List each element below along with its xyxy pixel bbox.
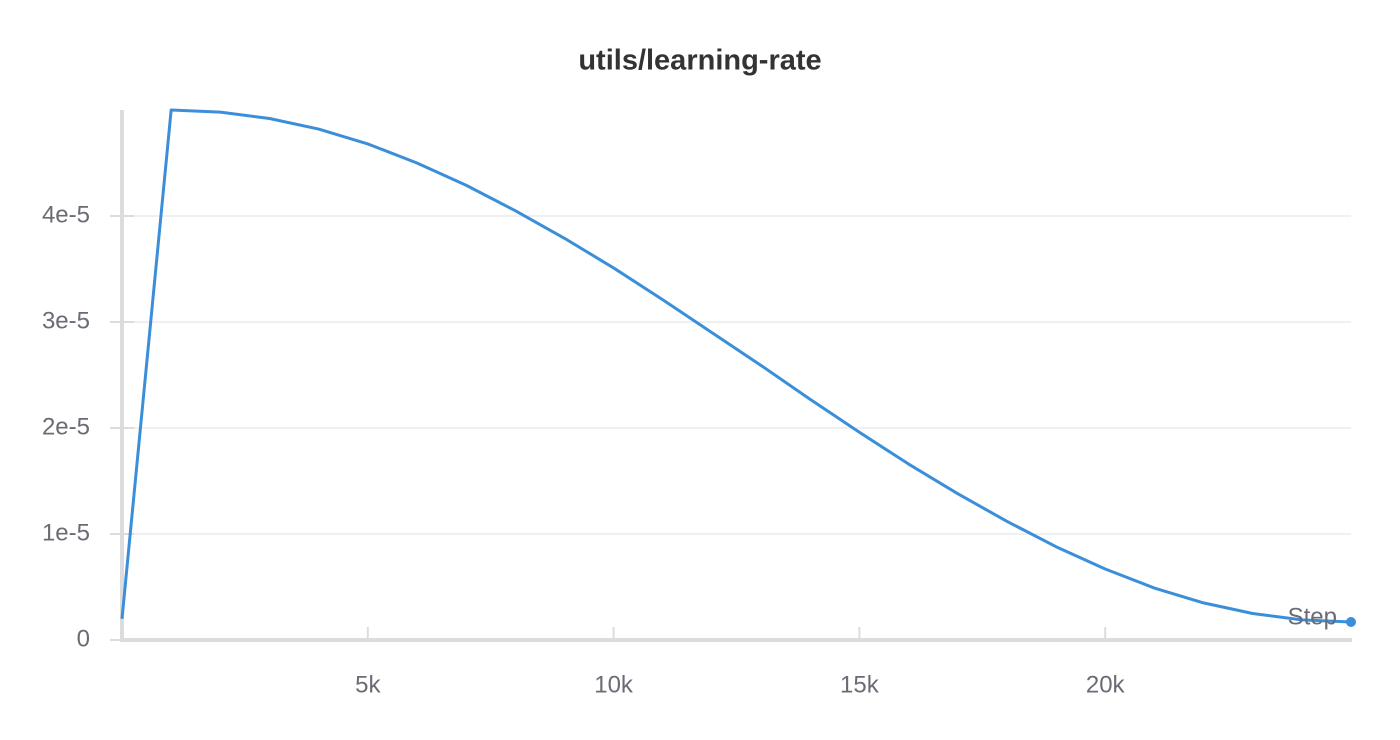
x-tick-label: 10k	[594, 671, 634, 698]
last-point	[1346, 616, 1356, 627]
y-tick-label: 4e-5	[42, 201, 90, 228]
y-tick-label: 0	[77, 625, 90, 652]
y-tick-label: 3e-5	[42, 307, 90, 334]
x-tick-label: 20k	[1086, 671, 1126, 698]
x-tick-label: 5k	[355, 671, 381, 698]
y-tick-label: 1e-5	[42, 519, 90, 546]
chart-title: utils/learning-rate	[578, 45, 821, 77]
x-axis-label: Step	[1288, 603, 1337, 630]
y-tick-label: 2e-5	[42, 413, 90, 440]
x-tick-label: 15k	[840, 671, 880, 698]
line-series	[120, 108, 1352, 624]
